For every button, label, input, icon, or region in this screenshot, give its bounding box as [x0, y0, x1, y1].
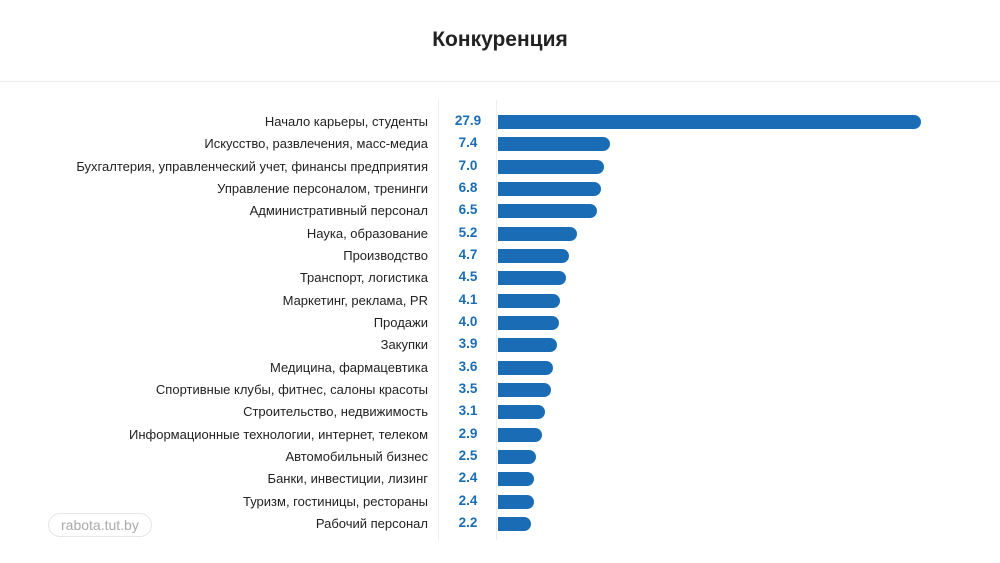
bar — [498, 137, 611, 152]
bar-row: Строительство, недвижимость 3.1 — [0, 401, 1000, 423]
bar-row: Маркетинг, реклама, PR 4.1 — [0, 290, 1000, 312]
value-label: 5.2 — [458, 224, 478, 240]
category-label: Информационные технологии, интернет, тел… — [129, 426, 428, 442]
bar — [498, 494, 535, 509]
bar-row: Закупки 3.9 — [0, 334, 1000, 356]
bar — [498, 382, 552, 397]
bar-row: Управление персоналом, тренинги 6.8 — [0, 178, 1000, 200]
value-label: 2.2 — [458, 514, 478, 530]
bar — [498, 115, 921, 129]
bar — [498, 248, 570, 263]
value-label: 3.1 — [458, 403, 478, 419]
category-label: Медицина, фармацевтика — [270, 359, 428, 375]
bar — [498, 226, 577, 241]
header-divider — [0, 81, 1000, 82]
bar-row: Продажи 4.0 — [0, 312, 1000, 334]
category-label: Искусство, развлечения, масс-медиа — [204, 136, 428, 152]
bar — [498, 516, 532, 531]
category-label: Строительство, недвижимость — [243, 404, 428, 420]
value-label: 27.9 — [454, 113, 482, 128]
bar-row: Туризм, гостиницы, рестораны 2.4 — [0, 491, 1000, 513]
value-label: 6.8 — [458, 179, 478, 195]
bar — [498, 204, 597, 219]
value-label: 4.1 — [458, 291, 478, 307]
bar — [498, 159, 605, 174]
bar-row: Информационные технологии, интернет, тел… — [0, 424, 1000, 446]
value-label: 3.9 — [458, 336, 478, 352]
bar-row: Начало карьеры, студенты 27.9 — [0, 111, 1000, 133]
brand-badge[interactable]: rabota.tut.by — [48, 513, 152, 537]
label-divider — [438, 100, 439, 540]
category-label: Спортивные клубы, фитнес, салоны красоты — [155, 381, 428, 397]
category-label: Наука, образование — [306, 225, 428, 241]
bar — [498, 405, 545, 420]
bar-row: Производство 4.7 — [0, 245, 1000, 267]
bar — [498, 360, 553, 375]
category-label: Маркетинг, реклама, PR — [282, 292, 428, 308]
bar-row: Рабочий персонал 2.2 — [0, 513, 1000, 535]
bar — [498, 293, 561, 308]
value-label: 2.9 — [458, 425, 478, 441]
category-label: Продажи — [373, 314, 428, 330]
value-label: 3.6 — [458, 358, 478, 374]
category-label: Управление персоналом, тренинги — [217, 180, 428, 196]
value-label: 4.5 — [458, 269, 478, 285]
value-label: 6.5 — [458, 202, 478, 218]
value-label: 7.4 — [458, 135, 478, 151]
bar-row: Наука, образование 5.2 — [0, 223, 1000, 245]
bar — [498, 472, 535, 487]
category-label: Производство — [343, 247, 428, 263]
chart-title: Конкуренция — [432, 28, 568, 51]
bar — [498, 181, 602, 196]
bar — [498, 449, 536, 464]
category-label: Начало карьеры, студенты — [264, 114, 428, 129]
category-label: Туризм, гостиницы, рестораны — [242, 493, 428, 509]
value-label: 2.4 — [458, 470, 478, 486]
bar-row: Автомобильный бизнес 2.5 — [0, 446, 1000, 468]
bar-row: Спортивные клубы, фитнес, салоны красоты… — [0, 379, 1000, 401]
category-label: Транспорт, логистика — [299, 270, 428, 286]
category-label: Рабочий персонал — [315, 515, 428, 531]
category-label: Административный персонал — [249, 203, 428, 219]
value-label: 2.4 — [458, 492, 478, 508]
value-label: 2.5 — [458, 447, 478, 463]
bar — [498, 271, 567, 286]
value-divider — [496, 100, 497, 540]
bar-row: Банки, инвестиции, лизинг 2.4 — [0, 468, 1000, 490]
category-label: Автомобильный бизнес — [285, 448, 428, 464]
bar-row: Бухгалтерия, управленческий учет, финанс… — [0, 156, 1000, 178]
bar — [498, 427, 542, 442]
value-label: 4.7 — [458, 246, 478, 262]
category-label: Закупки — [380, 337, 428, 353]
bar-row: Медицина, фармацевтика 3.6 — [0, 357, 1000, 379]
bar-row: Искусство, развлечения, масс-медиа 7.4 — [0, 133, 1000, 155]
category-label: Бухгалтерия, управленческий учет, финанс… — [76, 158, 428, 174]
bar-row: Транспорт, логистика 4.5 — [0, 267, 1000, 289]
category-label: Банки, инвестиции, лизинг — [267, 471, 428, 487]
bar — [498, 315, 559, 330]
bar-row: Административный персонал 6.5 — [0, 200, 1000, 222]
bar — [498, 338, 558, 353]
value-label: 7.0 — [458, 157, 478, 173]
value-label: 4.0 — [458, 313, 478, 329]
value-label: 3.5 — [458, 380, 478, 396]
